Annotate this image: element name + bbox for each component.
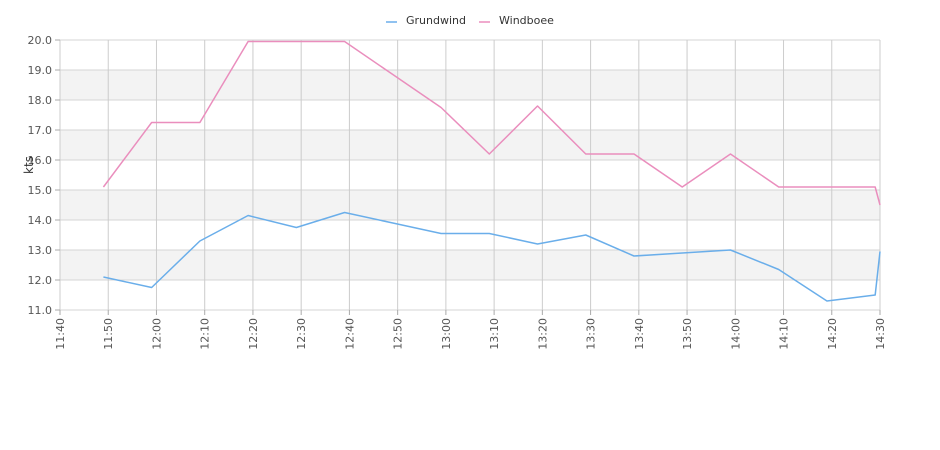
horizontal-gridlines (60, 39, 880, 311)
series-line-grundwind (103, 211, 881, 302)
x-tick-label: 14:10 (778, 318, 791, 350)
y-axis-title: kts (22, 156, 36, 174)
x-tick-label: 13:40 (633, 318, 646, 350)
x-tick-label: 12:30 (295, 318, 308, 350)
x-tick-label: 13:00 (440, 318, 453, 350)
y-tick-label: 17.0 (28, 124, 53, 137)
y-tick-label: 16.0 (28, 154, 53, 167)
y-tick-label: 11.0 (28, 304, 53, 317)
x-tick-label: 14:30 (874, 318, 887, 350)
legend-label: Windboee (499, 14, 554, 27)
x-tick-label: 11:50 (102, 318, 115, 350)
x-tick-label: 13:30 (585, 318, 598, 350)
y-tick-label: 18.0 (28, 94, 53, 107)
x-tick-label: 11:40 (54, 318, 67, 350)
legend: Grundwind Windboee (386, 14, 554, 27)
grid-band (60, 70, 880, 100)
grid-band (60, 190, 880, 220)
y-tick-label: 19.0 (28, 64, 53, 77)
x-tick-label: 12:20 (247, 318, 260, 350)
y-axis-ticks: 11.0 12.0 13.0 14.0 15.0 16.0 17.0 18.0 19.0 20.0 (28, 34, 60, 317)
vertical-gridlines (59, 40, 881, 310)
series-lines (102, 40, 881, 302)
x-tick-label: 13:50 (681, 318, 694, 350)
y-tick-label: 20.0 (28, 34, 53, 47)
x-tick-label: 13:10 (488, 318, 501, 350)
x-tick-label: 14:00 (729, 318, 742, 350)
series-line-windboee (102, 40, 881, 206)
y-tick-label: 14.0 (28, 214, 53, 227)
x-tick-label: 14:20 (826, 318, 839, 350)
x-tick-label: 12:40 (343, 318, 356, 350)
grid-bands (60, 70, 880, 280)
grid-band (60, 250, 880, 280)
y-tick-label: 15.0 (28, 184, 53, 197)
y-tick-label: 12.0 (28, 274, 53, 287)
x-tick-label: 12:00 (150, 318, 163, 350)
x-tick-label: 12:10 (199, 318, 212, 350)
x-tick-label: 13:20 (536, 318, 549, 350)
x-axis-ticks: 11:40 11:50 12:00 12:10 12:20 12:30 12:40 12:50… (54, 310, 887, 350)
x-tick-label: 12:50 (392, 318, 405, 350)
legend-label: Grundwind (406, 14, 466, 27)
y-tick-label: 13.0 (28, 244, 53, 257)
